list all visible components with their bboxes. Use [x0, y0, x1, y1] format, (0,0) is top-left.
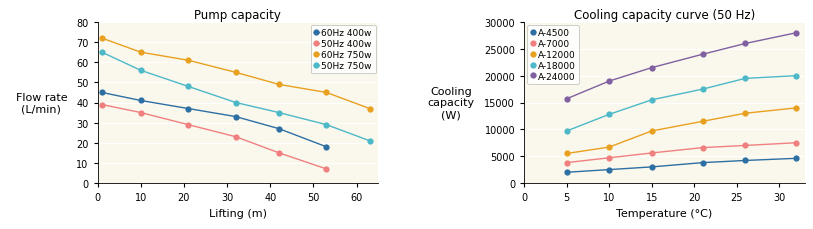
A-12000 — [562, 153, 572, 155]
A-4500 — [792, 157, 802, 160]
Y-axis label: Flow rate
(L/min): Flow rate (L/min) — [15, 92, 67, 114]
Line: 50Hz 400w: 50Hz 400w — [98, 102, 329, 172]
A-24000 — [792, 32, 802, 35]
60Hz 400w — [136, 100, 146, 102]
50Hz 750w — [365, 140, 375, 142]
A-7000 — [647, 152, 657, 155]
60Hz 750w — [231, 72, 241, 74]
50Hz 400w — [322, 168, 332, 171]
Title: Cooling capacity curve (50 Hz): Cooling capacity curve (50 Hz) — [574, 9, 755, 22]
50Hz 400w — [136, 112, 146, 114]
60Hz 750w — [136, 52, 146, 54]
X-axis label: Lifting (m): Lifting (m) — [209, 208, 267, 218]
A-12000 — [698, 120, 707, 123]
50Hz 400w — [231, 136, 241, 139]
A-24000 — [647, 67, 657, 70]
A-18000 — [792, 75, 802, 78]
A-24000 — [562, 98, 572, 101]
60Hz 750w — [184, 60, 193, 62]
A-18000 — [647, 99, 657, 102]
Legend: 60Hz 400w, 50Hz 400w, 60Hz 750w, 50Hz 750w: 60Hz 400w, 50Hz 400w, 60Hz 750w, 50Hz 75… — [311, 26, 376, 74]
A-18000 — [698, 88, 707, 91]
A-12000 — [741, 112, 750, 115]
A-12000 — [647, 130, 657, 133]
Line: A-12000: A-12000 — [563, 105, 799, 157]
50Hz 400w — [274, 152, 284, 155]
A-24000 — [698, 54, 707, 56]
50Hz 400w — [97, 104, 107, 106]
60Hz 400w — [274, 128, 284, 131]
50Hz 750w — [97, 52, 107, 54]
A-24000 — [741, 43, 750, 46]
A-7000 — [698, 147, 707, 149]
Line: 60Hz 400w: 60Hz 400w — [98, 90, 329, 150]
A-18000 — [741, 78, 750, 80]
50Hz 750w — [322, 124, 332, 126]
50Hz 750w — [274, 112, 284, 114]
A-4500 — [647, 166, 657, 169]
Line: 50Hz 750w: 50Hz 750w — [98, 50, 372, 144]
50Hz 400w — [184, 124, 193, 126]
60Hz 750w — [97, 38, 107, 40]
A-4500 — [604, 169, 614, 171]
60Hz 400w — [322, 146, 332, 148]
Line: A-24000: A-24000 — [563, 30, 799, 102]
60Hz 400w — [184, 108, 193, 110]
Y-axis label: Cooling
capacity
(W): Cooling capacity (W) — [428, 87, 475, 120]
A-7000 — [741, 144, 750, 147]
A-24000 — [604, 80, 614, 83]
A-12000 — [792, 107, 802, 110]
Title: Pump capacity: Pump capacity — [194, 9, 281, 22]
50Hz 750w — [136, 70, 146, 72]
60Hz 400w — [231, 116, 241, 118]
50Hz 750w — [231, 102, 241, 104]
A-7000 — [604, 157, 614, 159]
60Hz 400w — [97, 92, 107, 94]
Line: A-7000: A-7000 — [563, 140, 799, 166]
50Hz 750w — [184, 86, 193, 88]
A-7000 — [562, 161, 572, 164]
A-18000 — [562, 130, 572, 133]
A-4500 — [698, 161, 707, 164]
Line: A-18000: A-18000 — [563, 73, 799, 134]
A-7000 — [792, 142, 802, 144]
A-4500 — [562, 171, 572, 174]
Legend: A-4500, A-7000, A-12000, A-18000, A-24000: A-4500, A-7000, A-12000, A-18000, A-2400… — [527, 26, 579, 85]
60Hz 750w — [322, 92, 332, 94]
60Hz 750w — [274, 84, 284, 86]
X-axis label: Temperature (°C): Temperature (°C) — [616, 208, 713, 218]
60Hz 750w — [365, 108, 375, 110]
A-18000 — [604, 113, 614, 116]
Line: 60Hz 750w: 60Hz 750w — [98, 36, 372, 112]
A-12000 — [604, 146, 614, 149]
A-4500 — [741, 159, 750, 162]
Line: A-4500: A-4500 — [563, 155, 799, 176]
